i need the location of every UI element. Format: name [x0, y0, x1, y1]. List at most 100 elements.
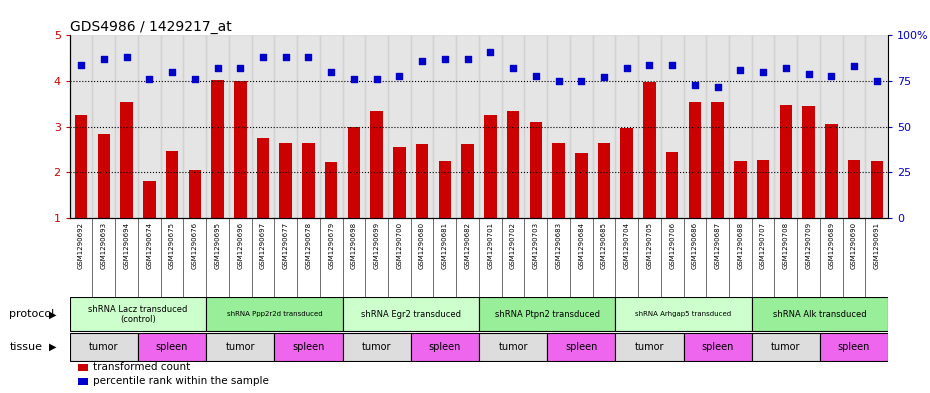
- Bar: [616, 332, 684, 361]
- Text: spleen: spleen: [292, 342, 325, 352]
- Bar: [92, 35, 115, 218]
- Text: GSM1290679: GSM1290679: [328, 222, 334, 269]
- Point: [528, 72, 543, 79]
- Bar: [570, 35, 592, 218]
- Text: GSM1290683: GSM1290683: [555, 222, 562, 269]
- Point: [824, 72, 839, 79]
- Bar: [439, 161, 451, 218]
- Bar: [706, 35, 729, 218]
- Bar: [592, 35, 616, 218]
- Bar: [325, 162, 338, 218]
- Bar: [461, 144, 473, 218]
- Bar: [797, 35, 820, 218]
- Bar: [120, 102, 133, 218]
- Point: [506, 65, 521, 72]
- Point: [437, 56, 452, 62]
- Bar: [779, 105, 792, 218]
- Bar: [843, 35, 866, 218]
- Bar: [825, 125, 838, 218]
- Point: [256, 54, 271, 61]
- Bar: [252, 35, 274, 218]
- Text: tumor: tumor: [498, 342, 528, 352]
- Bar: [688, 102, 701, 218]
- Text: GSM1290708: GSM1290708: [783, 222, 789, 269]
- Bar: [115, 35, 138, 218]
- Bar: [479, 298, 616, 331]
- Bar: [393, 147, 405, 218]
- Bar: [620, 128, 633, 218]
- Text: GSM1290700: GSM1290700: [396, 222, 403, 269]
- Text: GSM1290692: GSM1290692: [78, 222, 84, 269]
- Text: tumor: tumor: [634, 342, 664, 352]
- Bar: [274, 332, 342, 361]
- Text: tumor: tumor: [362, 342, 392, 352]
- Bar: [729, 35, 751, 218]
- Bar: [189, 170, 201, 218]
- Text: GSM1290688: GSM1290688: [737, 222, 743, 269]
- Text: GSM1290690: GSM1290690: [851, 222, 857, 269]
- Bar: [166, 151, 179, 218]
- Bar: [616, 35, 638, 218]
- Text: GSM1290680: GSM1290680: [419, 222, 425, 269]
- Bar: [411, 332, 479, 361]
- Bar: [803, 106, 815, 218]
- Bar: [138, 332, 206, 361]
- Bar: [598, 143, 610, 218]
- Text: GSM1290691: GSM1290691: [874, 222, 880, 269]
- Text: GSM1290707: GSM1290707: [760, 222, 766, 269]
- Bar: [457, 35, 479, 218]
- Text: GSM1290685: GSM1290685: [601, 222, 607, 269]
- Text: spleen: spleen: [565, 342, 597, 352]
- Bar: [638, 35, 661, 218]
- Bar: [279, 143, 292, 218]
- Point: [596, 74, 611, 81]
- Text: GSM1290677: GSM1290677: [283, 222, 288, 269]
- Text: GSM1290676: GSM1290676: [192, 222, 198, 269]
- Text: GDS4986 / 1429217_at: GDS4986 / 1429217_at: [70, 20, 232, 34]
- Bar: [274, 35, 297, 218]
- Text: GSM1290699: GSM1290699: [374, 222, 379, 269]
- Point: [733, 67, 748, 73]
- Text: GSM1290678: GSM1290678: [305, 222, 312, 269]
- Bar: [525, 35, 547, 218]
- Point: [460, 56, 475, 62]
- Bar: [320, 35, 342, 218]
- Bar: [547, 35, 570, 218]
- Point: [574, 78, 589, 84]
- Text: tissue: tissue: [9, 342, 42, 352]
- Point: [301, 54, 316, 61]
- Point: [73, 61, 88, 68]
- Text: GSM1290695: GSM1290695: [215, 222, 220, 269]
- Bar: [342, 298, 479, 331]
- Bar: [684, 332, 751, 361]
- Bar: [388, 35, 411, 218]
- Point: [870, 78, 884, 84]
- Point: [551, 78, 566, 84]
- Bar: [751, 298, 888, 331]
- Point: [642, 61, 657, 68]
- Bar: [411, 35, 433, 218]
- Bar: [206, 298, 342, 331]
- Bar: [711, 102, 724, 218]
- Text: GSM1290694: GSM1290694: [124, 222, 129, 269]
- Text: GSM1290705: GSM1290705: [646, 222, 653, 269]
- Bar: [644, 82, 656, 218]
- Bar: [342, 35, 365, 218]
- Bar: [206, 332, 274, 361]
- Point: [665, 61, 680, 68]
- Bar: [234, 81, 246, 218]
- Text: GSM1290709: GSM1290709: [805, 222, 812, 269]
- Bar: [661, 35, 684, 218]
- Point: [232, 65, 247, 72]
- Bar: [297, 35, 320, 218]
- Text: spleen: spleen: [838, 342, 870, 352]
- Bar: [206, 35, 229, 218]
- Bar: [416, 144, 429, 218]
- Text: GSM1290703: GSM1290703: [533, 222, 538, 269]
- Bar: [342, 332, 411, 361]
- Bar: [257, 138, 269, 218]
- Point: [687, 82, 702, 88]
- Text: shRNA Lacz transduced
(control): shRNA Lacz transduced (control): [88, 305, 188, 324]
- Bar: [78, 378, 87, 385]
- Text: percentile rank within the sample: percentile rank within the sample: [93, 376, 269, 386]
